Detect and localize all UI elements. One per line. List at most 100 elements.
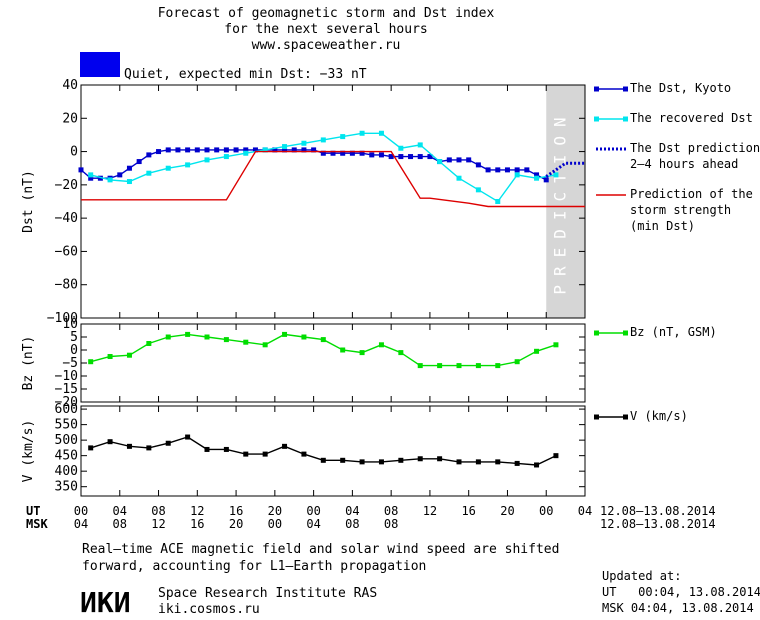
panel-1-series-1-point bbox=[156, 149, 162, 155]
msk-axis-label: MSK bbox=[26, 517, 48, 531]
panel-1-series-1-point bbox=[117, 172, 123, 178]
panel-2-series-1-point bbox=[475, 363, 481, 369]
legend-marker bbox=[594, 86, 599, 92]
panel-2-series-1-point bbox=[437, 363, 443, 369]
panel-3-series-1-point bbox=[456, 459, 462, 465]
panel-1-series-1-point bbox=[301, 147, 307, 153]
msk-tick-label: 16 bbox=[190, 517, 204, 531]
ut-tick-label: 04 bbox=[113, 504, 127, 518]
ut-tick-label: 04 bbox=[345, 504, 359, 518]
panel-1-series-2-point bbox=[88, 172, 94, 178]
panel-1-series-2-point bbox=[437, 159, 443, 165]
panel-1-series-1-point bbox=[204, 147, 210, 153]
legend-label-1: The Dst, Kyoto bbox=[630, 81, 731, 95]
panel-3-ytick-label: 500 bbox=[55, 433, 78, 448]
panel-1-series-1-point bbox=[398, 154, 404, 160]
panel-1-series-1-point bbox=[175, 147, 181, 153]
panel-1-series-1-point bbox=[185, 147, 191, 153]
panel-3-series-1-point bbox=[320, 457, 326, 463]
panel-3-series-1-point bbox=[146, 445, 152, 451]
panel-2-ytick-label: 0 bbox=[70, 343, 78, 358]
panel-1-series-2-point bbox=[243, 150, 249, 156]
panel-2-ytick-label: −5 bbox=[62, 356, 78, 371]
ut-tick-label: 08 bbox=[384, 504, 398, 518]
panel-3-series-1-point bbox=[437, 456, 443, 462]
panel-1-series-1-point bbox=[194, 147, 200, 153]
panel-1-series-2-point bbox=[475, 187, 481, 193]
status-text: Quiet, expected min Dst: −33 nT bbox=[124, 67, 367, 82]
panel-1-series-1-point bbox=[340, 150, 346, 156]
panel-1-series-1-point bbox=[330, 150, 336, 156]
panel-2-series-1-point bbox=[456, 363, 462, 369]
panel-2-ytick-label: −15 bbox=[55, 382, 78, 397]
status-color-swatch bbox=[80, 52, 120, 77]
msk-tick-label: 04 bbox=[306, 517, 320, 531]
panel-1-series-1-point bbox=[349, 150, 355, 156]
msk-date-range: 12.08–13.08.2014 bbox=[600, 517, 716, 531]
panel-2-series-1-point bbox=[126, 352, 132, 358]
panel-1-series-2-point bbox=[301, 140, 307, 146]
panel-1-series-3-line bbox=[545, 161, 585, 178]
panel-3-series-1-point bbox=[417, 456, 423, 462]
panel-2-series-1-point bbox=[223, 337, 229, 343]
msk-tick-label: 08 bbox=[113, 517, 127, 531]
panel-1-ytick-label: −80 bbox=[55, 278, 78, 293]
panel-1-ytick-label: −20 bbox=[55, 178, 78, 193]
ut-tick-label: 20 bbox=[500, 504, 514, 518]
prediction-band bbox=[546, 85, 585, 318]
panel-3-ytick-label: 600 bbox=[55, 402, 78, 417]
ut-tick-label: 00 bbox=[306, 504, 320, 518]
panel-3-series-1-point bbox=[359, 459, 365, 465]
panel-1-series-1-point bbox=[495, 167, 501, 173]
updated-label: Updated at: bbox=[602, 569, 681, 583]
panel-1-series-2-point bbox=[359, 130, 365, 136]
iki-logo: ИКИ bbox=[80, 586, 131, 619]
panel-2-series-1-point bbox=[88, 359, 94, 365]
panel-1-series-2-point bbox=[378, 130, 384, 136]
msk-tick-label: 20 bbox=[229, 517, 243, 531]
panel-3-ytick-label: 450 bbox=[55, 449, 78, 464]
panel-3-series-1-point bbox=[107, 439, 113, 445]
panel-2-ytick-label: 10 bbox=[62, 317, 78, 332]
panel-1-series-1-point bbox=[504, 167, 510, 173]
panel-1-series-1-point bbox=[485, 167, 491, 173]
msk-tick-label: 04 bbox=[74, 517, 88, 531]
ut-tick-label: 12 bbox=[190, 504, 204, 518]
panel-1-ytick-label: 20 bbox=[62, 111, 78, 126]
panel-1-series-2-point bbox=[204, 157, 210, 163]
panel-1-series-2-point bbox=[456, 175, 462, 181]
panel-1-series-1-point bbox=[252, 147, 258, 153]
ut-tick-label: 00 bbox=[74, 504, 88, 518]
ut-axis-label: UT bbox=[26, 504, 40, 518]
panel-2-series-1-point bbox=[398, 350, 404, 356]
panel-3-ytick-label: 550 bbox=[55, 418, 78, 433]
panel-1-series-2-point bbox=[514, 172, 520, 178]
panel-3-series-1-point bbox=[514, 460, 520, 466]
panel-1-series-1-point bbox=[378, 152, 384, 158]
panel-1-series-1-point bbox=[446, 157, 452, 163]
panel-1-series-1-point bbox=[272, 147, 278, 153]
panel-1-series-1-point bbox=[417, 154, 423, 160]
panel-1-series-1-point bbox=[408, 154, 414, 160]
panel-2-series-1-point bbox=[553, 342, 559, 348]
ut-tick-label: 16 bbox=[229, 504, 243, 518]
panel-3-series-1-point bbox=[553, 453, 559, 459]
institute-name: Space Research Institute RAS bbox=[158, 586, 377, 601]
chart-title-line-3: www.spaceweather.ru bbox=[252, 38, 401, 53]
panel-2-ytick-label: 5 bbox=[70, 330, 78, 345]
panel-1-frame bbox=[80, 84, 586, 319]
panel-1-series-4-line bbox=[81, 150, 585, 208]
panel-2-series-1-point bbox=[514, 359, 520, 365]
panel-3-series-1-point bbox=[243, 451, 249, 457]
panel-3-ytick-label: 350 bbox=[55, 480, 78, 495]
panel-1-series-1-point bbox=[534, 172, 540, 178]
footer-note-line-1: Real–time ACE magnetic field and solar w… bbox=[82, 542, 559, 557]
panel-2-series-1-point bbox=[262, 342, 268, 348]
legend-label-4: Prediction of the bbox=[630, 187, 753, 201]
panel-1-series-2-point bbox=[340, 134, 346, 140]
panel-1-series-2-point bbox=[282, 144, 288, 150]
panel-1-series-2-point bbox=[320, 137, 326, 143]
panel-3-series-1-point bbox=[204, 446, 210, 452]
ut-tick-label: 20 bbox=[268, 504, 282, 518]
